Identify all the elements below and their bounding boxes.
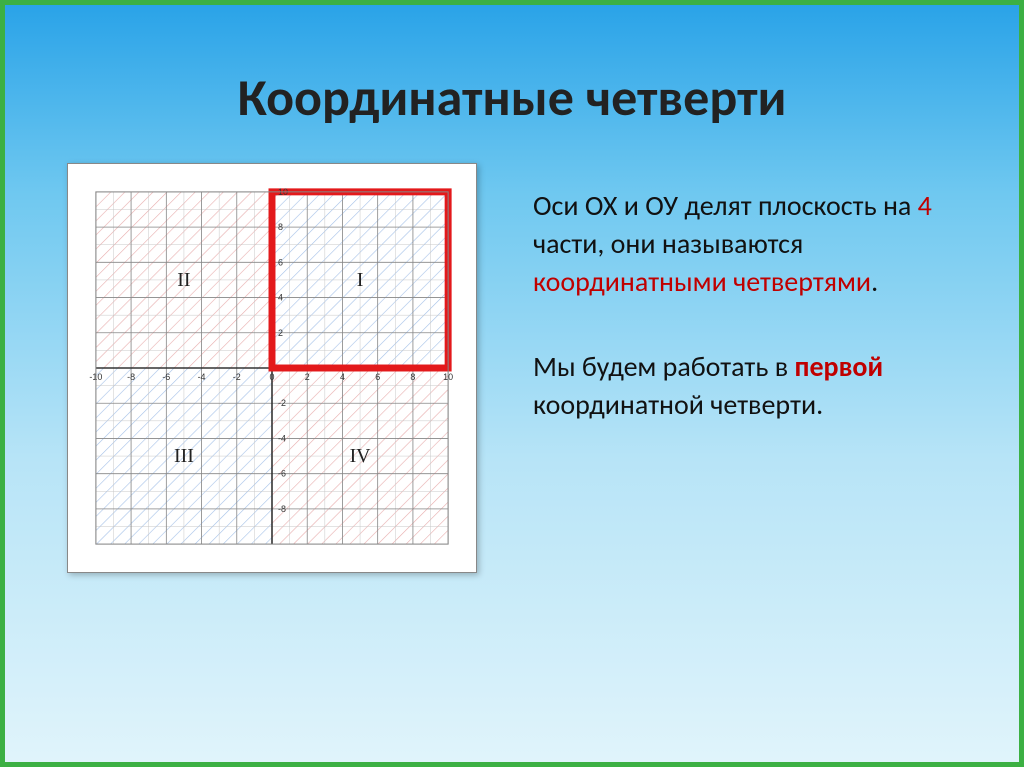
svg-text:-6: -6 xyxy=(278,469,286,479)
svg-text:IV: IV xyxy=(350,445,372,467)
svg-text:2: 2 xyxy=(278,328,283,338)
svg-text:8: 8 xyxy=(410,372,415,382)
p1-end: . xyxy=(871,264,878,299)
paragraph-1: Оси ОХ и ОУ делят плоскость на 4 части, … xyxy=(533,187,983,300)
p1-pre: Оси ОХ и ОУ делят плоскость на xyxy=(533,188,918,223)
slide: Координатные четверти -10-8-6-4-20246810… xyxy=(0,0,1024,767)
page-title: Координатные четверти xyxy=(5,65,1019,129)
svg-text:-8: -8 xyxy=(278,504,286,514)
svg-text:6: 6 xyxy=(278,257,283,267)
p2-pre: Мы будем работать в xyxy=(533,349,794,384)
svg-text:-2: -2 xyxy=(233,372,241,382)
svg-text:6: 6 xyxy=(375,372,380,382)
svg-text:2: 2 xyxy=(305,372,310,382)
paragraph-2: Мы будем работать в первой координатной … xyxy=(533,348,983,424)
svg-text:-4: -4 xyxy=(278,433,286,443)
quadrant-chart-svg: -10-8-6-4-20246810108642-2-4-6-8IIIIIIIV xyxy=(68,164,476,572)
svg-text:4: 4 xyxy=(340,372,345,382)
body-text: Оси ОХ и ОУ делят плоскость на 4 части, … xyxy=(533,187,983,472)
p2-red: первой xyxy=(794,349,883,384)
svg-text:II: II xyxy=(177,269,190,291)
svg-text:-8: -8 xyxy=(127,372,135,382)
svg-text:-4: -4 xyxy=(198,372,206,382)
p1-four: 4 xyxy=(918,188,932,223)
svg-text:III: III xyxy=(174,445,194,467)
svg-text:0: 0 xyxy=(270,372,275,382)
svg-text:-2: -2 xyxy=(278,398,286,408)
quadrant-chart: -10-8-6-4-20246810108642-2-4-6-8IIIIIIIV xyxy=(67,163,477,573)
p2-end: координатной четверти. xyxy=(533,387,823,422)
svg-text:8: 8 xyxy=(278,222,283,232)
svg-text:I: I xyxy=(357,269,364,291)
p1-red: координатными четвертями xyxy=(533,264,871,299)
svg-text:-6: -6 xyxy=(162,372,170,382)
svg-text:4: 4 xyxy=(278,293,283,303)
p1-mid: части, они называются xyxy=(533,226,803,261)
